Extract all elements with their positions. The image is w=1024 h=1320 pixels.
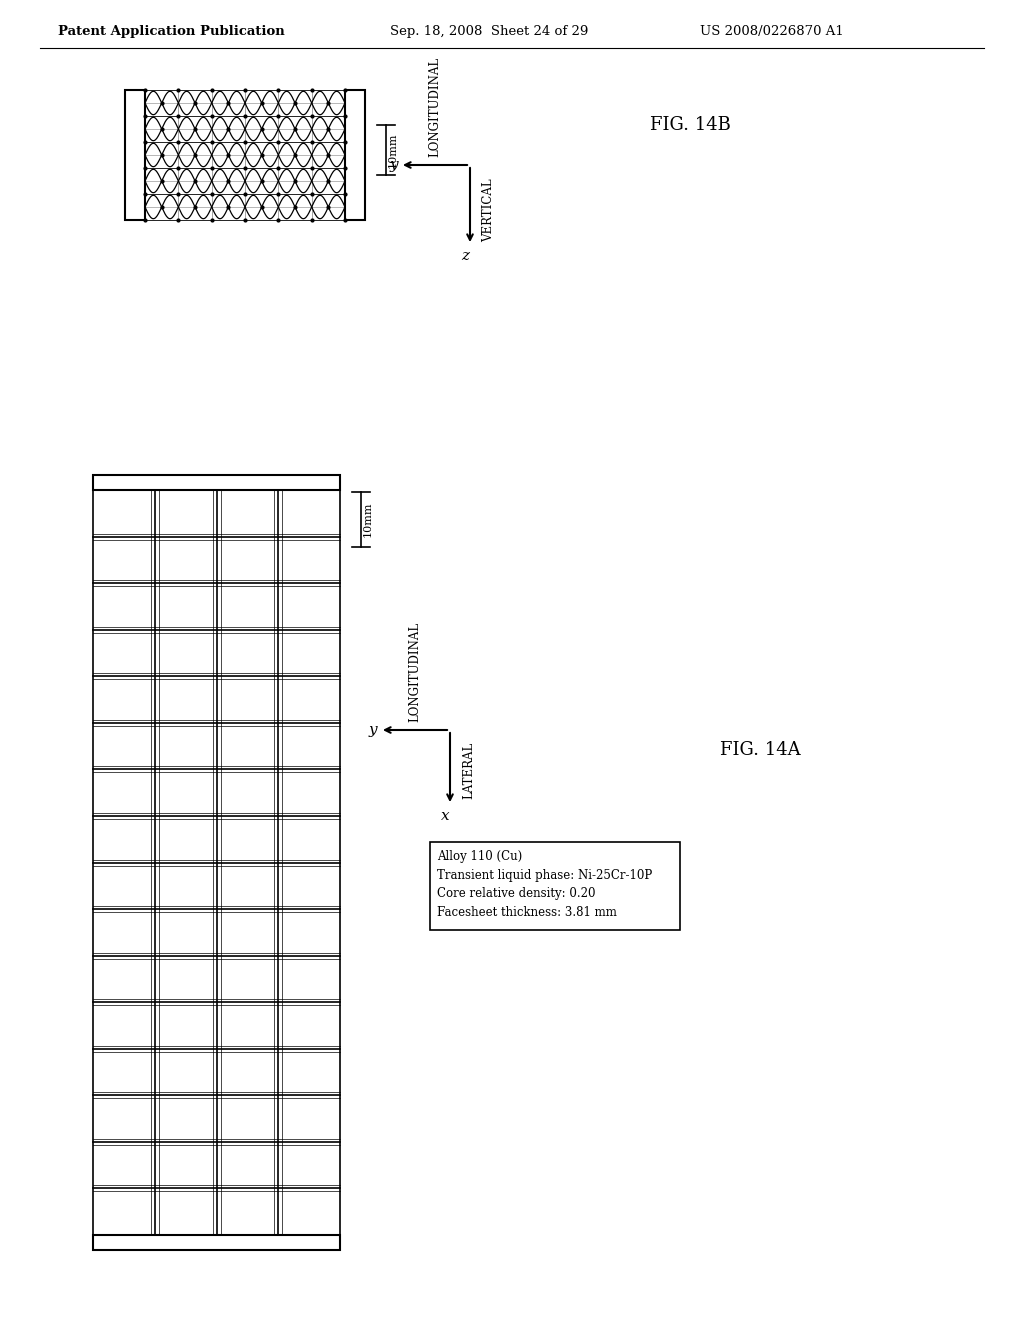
Text: LONGITUDINAL: LONGITUDINAL	[409, 622, 422, 722]
Text: z: z	[461, 249, 469, 263]
Text: Alloy 110 (Cu)
Transient liquid phase: Ni-25Cr-10P
Core relative density: 0.20
F: Alloy 110 (Cu) Transient liquid phase: N…	[437, 850, 652, 919]
Bar	[345, 90, 365, 220]
Text: VERTICAL: VERTICAL	[482, 178, 495, 242]
Text: x: x	[440, 809, 450, 822]
Bar	[145, 90, 345, 220]
Text: LONGITUDINAL: LONGITUDINAL	[428, 57, 441, 157]
Bar	[93, 1236, 340, 1250]
Text: LATERAL: LATERAL	[462, 742, 475, 799]
Bar	[125, 90, 145, 220]
Text: FIG. 14B: FIG. 14B	[650, 116, 731, 135]
Text: y: y	[369, 723, 377, 737]
Text: FIG. 14A: FIG. 14A	[720, 741, 801, 759]
Text: Sep. 18, 2008  Sheet 24 of 29: Sep. 18, 2008 Sheet 24 of 29	[390, 25, 589, 38]
Text: y: y	[389, 158, 398, 172]
Text: 10mm: 10mm	[388, 132, 398, 168]
Bar	[430, 842, 680, 931]
Bar	[93, 475, 340, 490]
Text: 10mm: 10mm	[362, 502, 373, 537]
Bar	[93, 490, 340, 1236]
Text: US 2008/0226870 A1: US 2008/0226870 A1	[700, 25, 844, 38]
Text: Patent Application Publication: Patent Application Publication	[58, 25, 285, 38]
